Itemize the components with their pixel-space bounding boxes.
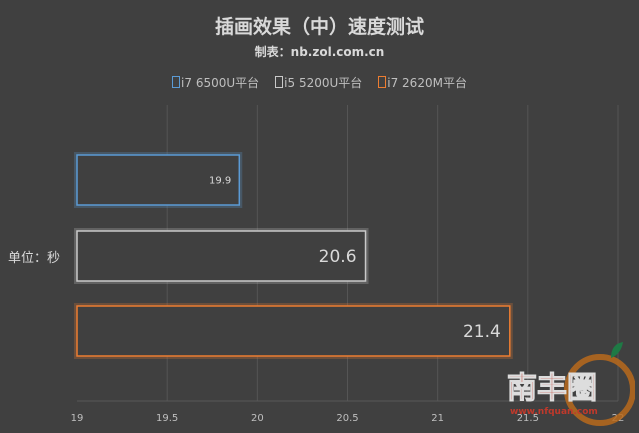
x-tick-label: 21.5 [517, 413, 539, 424]
legend-item: i5 5200U平台 [275, 74, 362, 91]
legend-label: i7 2620M平台 [387, 76, 467, 90]
data-label: 19.9 [209, 176, 231, 187]
bar [76, 230, 367, 282]
bar [76, 154, 241, 206]
chart-title: 插画效果（中）速度测试 [214, 16, 424, 38]
y-axis-label: 单位：秒 [8, 251, 61, 266]
legend-swatch [275, 76, 284, 88]
watermark-logo: 南丰圈 www.nfquan.com [507, 342, 635, 426]
legend-item: i7 2620M平台 [378, 74, 467, 91]
legend-item: i7 6500U平台 [172, 74, 259, 91]
data-label: 20.6 [319, 247, 357, 267]
chart-subtitle: 制表：nb.zol.com.cn [254, 45, 385, 59]
legend: i7 6500U平台 i5 5200U平台 i7 2620M平台 [0, 74, 639, 91]
x-tick-label: 21 [431, 413, 444, 424]
bar [76, 305, 511, 357]
legend-swatch [172, 76, 181, 88]
svg-text:www.nfquan.com: www.nfquan.com [510, 407, 598, 417]
legend-swatch [378, 76, 387, 88]
legend-label: i5 5200U平台 [284, 76, 363, 90]
x-tick-label: 19 [71, 413, 84, 424]
svg-text:南丰圈: 南丰圈 [507, 371, 597, 406]
legend-label: i7 6500U平台 [181, 76, 260, 90]
x-tick-label: 20 [251, 413, 264, 424]
x-tick-label: 20.5 [336, 413, 358, 424]
x-tick-label: 19.5 [156, 413, 178, 424]
data-label: 21.4 [463, 322, 501, 342]
